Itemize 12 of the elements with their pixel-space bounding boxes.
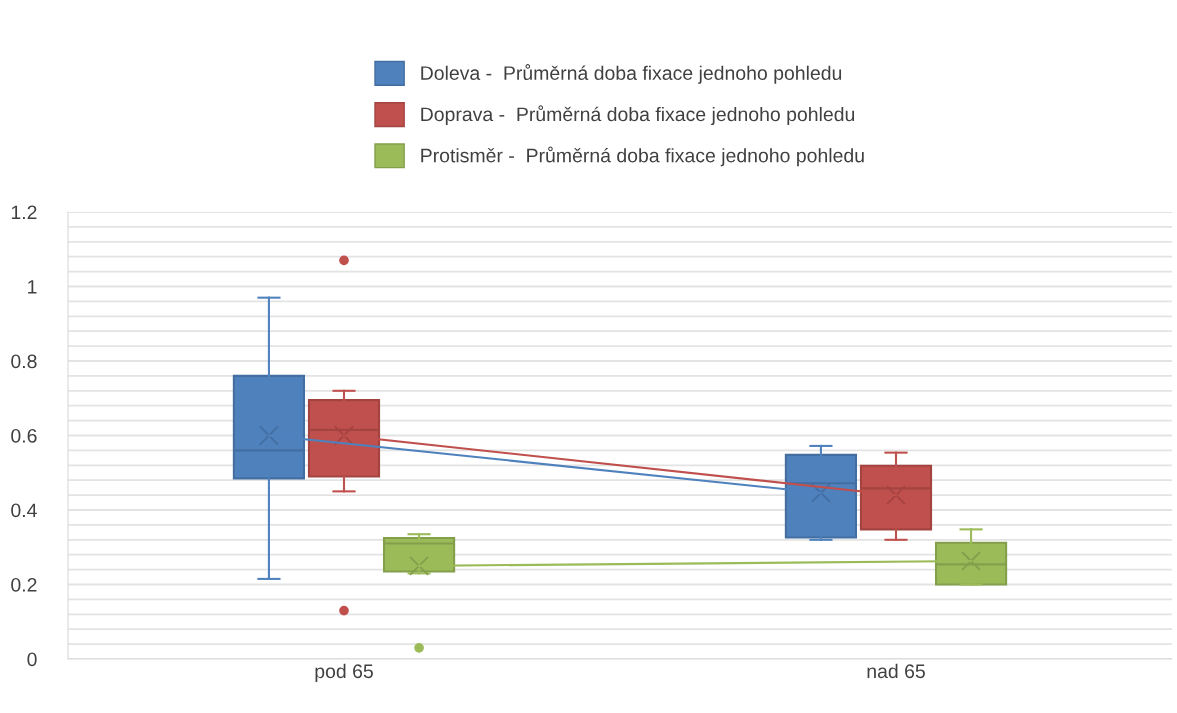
x-tick-label: nad 65 (867, 663, 925, 679)
x-tick-label: pod 65 (315, 663, 373, 682)
y-tick-label: 1 (28, 280, 37, 294)
y-tick-label: 0.4 (11, 503, 37, 518)
legend-label: Doprava - Průměrná doba fixace jednoho pohledu (421, 105, 855, 126)
legend-label: Protisměr - Průměrná doba fixace jednoho pohledu (421, 146, 864, 167)
y-tick-label: 1.2 (11, 205, 37, 220)
y-tick-label: 0.2 (11, 577, 37, 592)
y-tick-label: 0.6 (11, 428, 37, 443)
y-tick-label: 0.8 (11, 354, 37, 369)
legend-label: Doleva - Průměrná doba fixace jednoho pohledu (421, 64, 842, 84)
y-tick-label: 0 (27, 652, 37, 667)
